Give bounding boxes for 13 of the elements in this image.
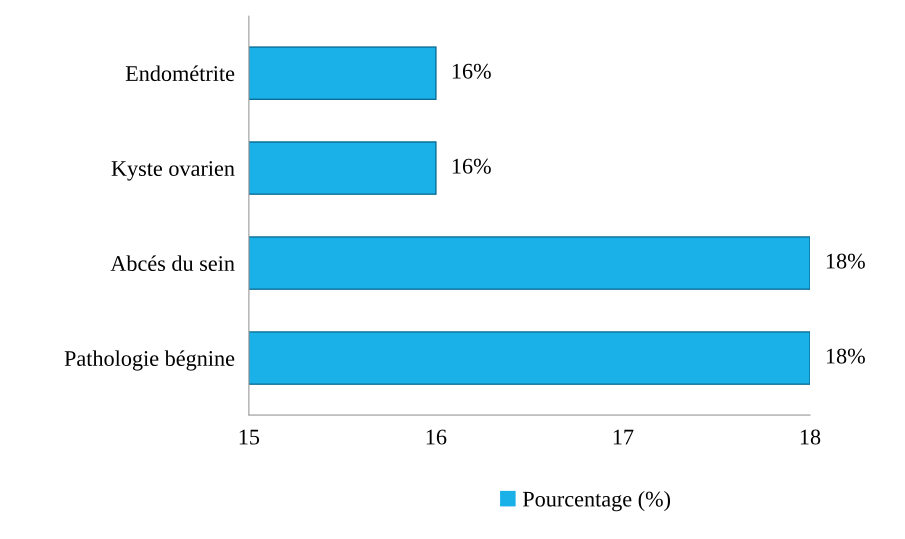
data-label: 18% [826,254,865,269]
y-tick-label: Kyste ovarien [112,161,235,181]
x-tick-label: 15 [240,430,260,445]
data-label: 18% [826,348,865,364]
x-tick-label: 18 [800,430,820,445]
data-label: 16% [452,158,491,174]
y-tick-label: Pathologie bégnine [64,350,234,371]
x-tick-label: 16 [426,430,446,445]
y-tick-label: Endométrite [126,65,234,82]
y-tick-label: Abcés du sein [110,255,235,272]
legend-label: Pourcentage (%) [522,491,670,512]
x-tick-label: 17 [614,430,634,444]
data-label: 16% [452,64,491,79]
